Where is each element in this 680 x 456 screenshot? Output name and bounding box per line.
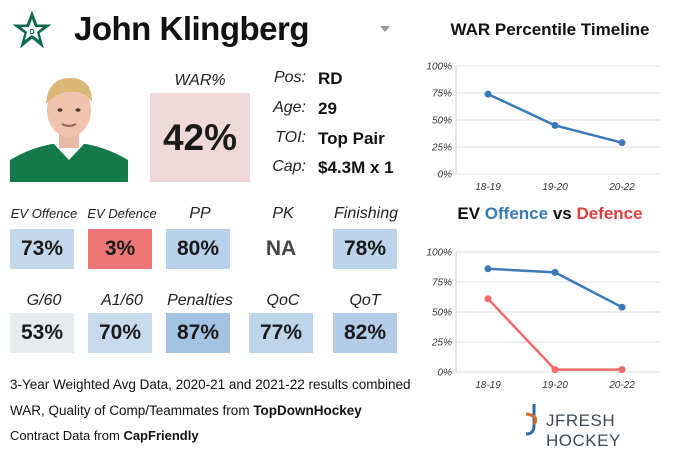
footer-note-war: WAR, Quality of Comp/Teammates from TopD… (10, 403, 362, 418)
chart2-data-point (551, 366, 559, 374)
stat-label-finishing: Finishing (333, 205, 399, 222)
stat-label-g60: G/60 (26, 292, 62, 309)
stat-value-pk: NA (249, 229, 313, 269)
stat-label-qot: QoT (349, 292, 381, 309)
chart1-xtick-label: 20-22 (608, 182, 635, 193)
svg-text:D: D (29, 29, 34, 36)
chart2-data-point (484, 295, 492, 303)
stat-value-qoc: 77% (249, 313, 313, 353)
stat-value-ev-offence: 73% (10, 229, 74, 269)
chart1-data-point (484, 90, 492, 98)
stat-value-a160: 70% (88, 313, 152, 353)
chart2-xtick-label: 18-19 (475, 380, 501, 391)
footer-note-data: 3-Year Weighted Avg Data, 2020-21 and 20… (10, 377, 411, 392)
chart2-series-line-1 (487, 297, 622, 371)
stat-value-penalties: 87% (166, 313, 230, 353)
stat-value-ev-defence: 3% (88, 229, 152, 269)
player-headshot (10, 64, 128, 182)
stat-label-ev-offence: EV Offence (10, 206, 78, 221)
chart2-ytick-label: 25% (431, 338, 452, 349)
footer-war-prefix: WAR, Quality of Comp/Teammates from (10, 403, 254, 418)
chart2-ytick-label: 75% (432, 278, 452, 289)
stat-label-pp: PP (189, 205, 211, 222)
stat-label-penalties: Penalties (167, 292, 233, 309)
stat-value-qot: 82% (333, 313, 397, 353)
chevron-down-icon[interactable] (380, 26, 390, 32)
team-logo: D (12, 10, 52, 49)
chart1-ytick-label: 100% (426, 62, 452, 73)
chart2-ytick-label: 50% (432, 308, 452, 319)
stat-value-finishing: 78% (333, 229, 397, 269)
chart2-ytick-label: 0% (438, 368, 453, 379)
chart2-data-point (618, 303, 626, 311)
chart1-ytick-label: 0% (438, 170, 453, 181)
chart2-data-point (618, 366, 626, 374)
chart1-ytick-label: 25% (431, 143, 452, 154)
player-name: John Klingberg (74, 10, 310, 47)
pos-label: Pos: (273, 69, 306, 86)
chart2-data-point (551, 268, 559, 276)
brand-name: JFRESH HOCKEY (546, 411, 621, 450)
ev-offence-defence-chart: 0% 25% 50% 75% 100% 18-19 19-20 20-22 (426, 248, 660, 391)
chart1-ytick-label: 75% (432, 89, 452, 100)
chart1-title: WAR Percentile Timeline (450, 20, 650, 39)
chart1-data-point (551, 121, 559, 129)
footer-war-source: TopDownHockey (253, 403, 362, 418)
chart2-title-vs: vs (548, 204, 577, 223)
chart2-xtick-label: 20-22 (608, 380, 635, 391)
chart2-xtick-label: 19-20 (542, 380, 568, 391)
age-value: 29 (318, 99, 337, 118)
age-label: Age: (273, 99, 306, 116)
chart2-data-point (484, 265, 492, 273)
chart1-data-point (618, 139, 626, 147)
toi-value: Top Pair (318, 129, 385, 148)
chart2-ytick-label: 100% (426, 248, 452, 259)
pos-value: RD (318, 69, 343, 88)
stat-value-g60: 53% (10, 313, 74, 353)
stat-label-ev-defence: EV Defence (87, 206, 157, 221)
chart2-title-ev: EV (457, 204, 485, 223)
war-percentile-chart: 0% 25% 50% 75% 100% 18-19 19-20 20-22 (426, 62, 660, 193)
war-label: WAR% (174, 72, 226, 89)
chart2-title-defence: Defence (576, 204, 643, 223)
footer-note-contract: Contract Data from CapFriendly (10, 428, 199, 443)
chart1-series-line-0 (487, 92, 623, 144)
war-value: 42% (150, 93, 250, 182)
footer-contract-source: CapFriendly (123, 428, 199, 443)
chart2-title-offence: Offence (484, 204, 549, 223)
footer-contract-prefix: Contract Data from (10, 428, 124, 443)
chart1-xtick-label: 18-19 (475, 182, 501, 193)
cap-label: Cap: (272, 158, 306, 175)
chart2-title: EV Offence vs Defence (430, 204, 670, 224)
stat-label-a160: A1/60 (101, 292, 143, 309)
chart1-xtick-label: 19-20 (542, 182, 568, 193)
stat-label-qoc: QoC (266, 292, 300, 309)
brand-logo-icon (525, 404, 538, 436)
cap-value: $4.3M x 1 (318, 158, 394, 177)
stat-label-pk: PK (272, 205, 294, 222)
toi-label: TOI: (275, 129, 306, 146)
stat-value-pp: 80% (166, 229, 230, 269)
chart1-ytick-label: 50% (432, 116, 452, 127)
